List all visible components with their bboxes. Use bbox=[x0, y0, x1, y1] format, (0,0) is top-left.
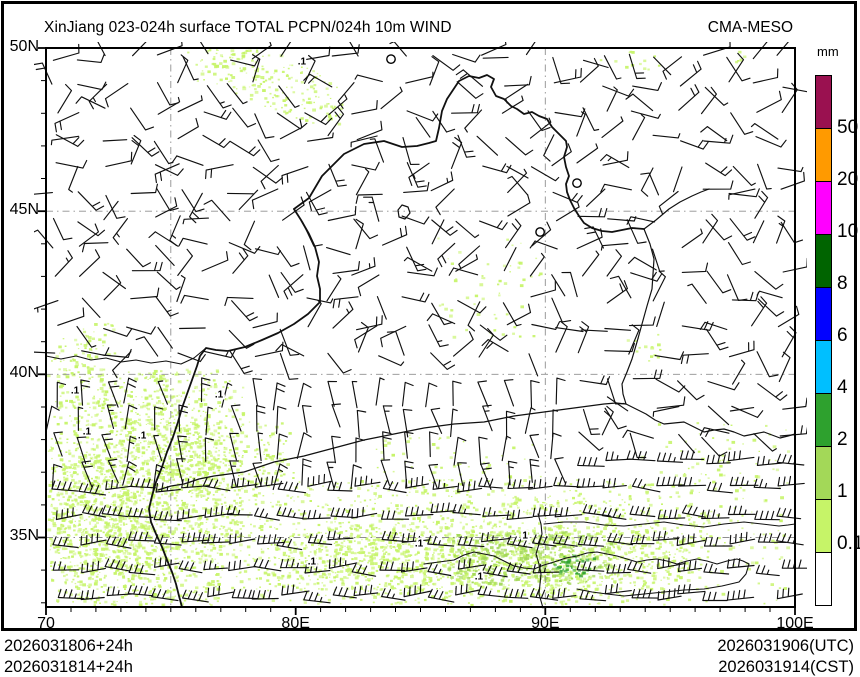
valid-time-cst: 2026031914(CST) bbox=[718, 658, 854, 676]
lon-tick-label: 80E bbox=[281, 615, 310, 632]
colorbar-segment bbox=[815, 287, 832, 341]
lat-tick-label: 40N bbox=[9, 364, 39, 382]
colorbar-segment bbox=[815, 340, 832, 394]
colorbar-segment bbox=[815, 499, 832, 553]
colorbar-tick-label: 20 bbox=[837, 169, 859, 190]
colorbar-tick-label: 0.1 bbox=[837, 533, 860, 554]
model-name-label: CMA-MESO bbox=[707, 19, 793, 36]
lon-tick-label: 90E bbox=[531, 615, 560, 632]
lon-tick-label: 70 bbox=[37, 615, 55, 632]
init-time-utc: 2026031806+24h bbox=[4, 637, 133, 655]
colorbar-tick-label: 8 bbox=[837, 273, 848, 294]
colorbar-unit-label: mm bbox=[817, 44, 839, 59]
colorbar-tick-label: 2 bbox=[837, 429, 848, 450]
colorbar-segment bbox=[815, 446, 832, 500]
colorbar-segment bbox=[815, 75, 832, 129]
lon-tick-label: 100E bbox=[776, 615, 814, 632]
plot-title: XinJiang 023-024h surface TOTAL PCPN/024… bbox=[44, 19, 452, 36]
precip-colorbar bbox=[815, 75, 832, 606]
map-canvas: .1.1.1.1.1.1.1.11 bbox=[34, 42, 807, 615]
lat-tick-label: 35N bbox=[9, 527, 39, 545]
lat-tick-label: 45N bbox=[9, 201, 39, 219]
colorbar-segment bbox=[815, 393, 832, 447]
valid-time-utc: 2026031906(UTC) bbox=[717, 637, 854, 655]
init-time-cst: 2026031814+24h bbox=[4, 658, 133, 676]
colorbar-segment bbox=[815, 128, 832, 182]
figure-frame: XinJiang 023-024h surface TOTAL PCPN/024… bbox=[1, 1, 860, 632]
colorbar-segment bbox=[815, 234, 832, 288]
colorbar-tick-label: 1 bbox=[837, 481, 848, 502]
colorbar-segment bbox=[815, 181, 832, 235]
colorbar-tick-label: 4 bbox=[837, 377, 848, 398]
colorbar-tick-label: 50 bbox=[837, 117, 859, 138]
colorbar-segment bbox=[815, 552, 832, 606]
colorbar-tick-label: 10 bbox=[837, 221, 859, 242]
colorbar-tick-label: 6 bbox=[837, 325, 848, 346]
lat-tick-label: 50N bbox=[9, 38, 39, 55]
